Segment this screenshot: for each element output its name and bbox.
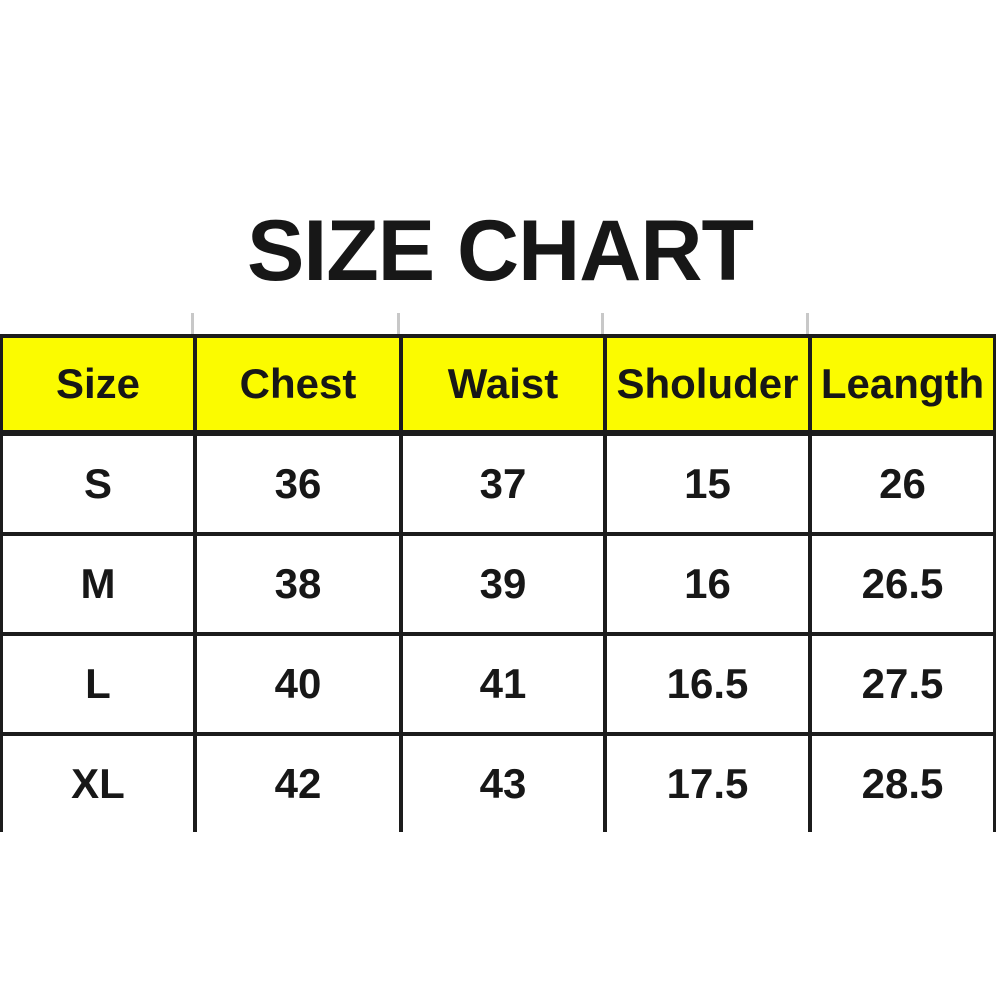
table-row-xl: XL 42 43 17.5 28.5 xyxy=(3,736,993,832)
cell-size-label: M xyxy=(3,536,197,632)
gridline-stub xyxy=(397,313,400,334)
gridline-stub xyxy=(191,313,194,334)
cell-chest: 40 xyxy=(197,636,403,732)
cell-size-label: XL xyxy=(3,736,197,832)
cell-size-label: L xyxy=(3,636,197,732)
size-table: Size Chest Waist Sholuder Leangth S 36 3… xyxy=(0,334,996,832)
cell-shoulder: 15 xyxy=(607,436,812,532)
header-cell-chest: Chest xyxy=(197,338,403,430)
cell-chest: 42 xyxy=(197,736,403,832)
header-cell-size: Size xyxy=(3,338,197,430)
cell-waist: 43 xyxy=(403,736,607,832)
cell-shoulder: 16.5 xyxy=(607,636,812,732)
cell-length: 26.5 xyxy=(861,560,944,607)
table-header-row: Size Chest Waist Sholuder Leangth xyxy=(3,338,993,436)
table-row-l: L 40 41 16.5 27.5 xyxy=(3,636,993,736)
table-row-m: M 38 39 16 26.5 xyxy=(3,536,993,636)
cell-length: 27.5 xyxy=(861,660,944,707)
cell-shoulder: 16 xyxy=(607,536,812,632)
cell-shoulder: 17.5 xyxy=(607,736,812,832)
gridline-stub xyxy=(601,313,604,334)
cell-length: 26 xyxy=(879,460,926,507)
header-cell-length: Leangth xyxy=(820,360,985,407)
cell-waist: 39 xyxy=(403,536,607,632)
table-row-s: S 36 37 15 26 xyxy=(3,436,993,536)
cell-chest: 38 xyxy=(197,536,403,632)
gridline-stub xyxy=(806,313,809,334)
cell-chest: 36 xyxy=(197,436,403,532)
cell-waist: 41 xyxy=(403,636,607,732)
header-cell-waist: Waist xyxy=(403,338,607,430)
page-title: SIZE CHART xyxy=(247,203,754,299)
cell-length: 28.5 xyxy=(861,760,944,807)
cell-size-label: S xyxy=(3,436,197,532)
header-cell-shoulder: Sholuder xyxy=(607,338,812,430)
cell-waist: 37 xyxy=(403,436,607,532)
